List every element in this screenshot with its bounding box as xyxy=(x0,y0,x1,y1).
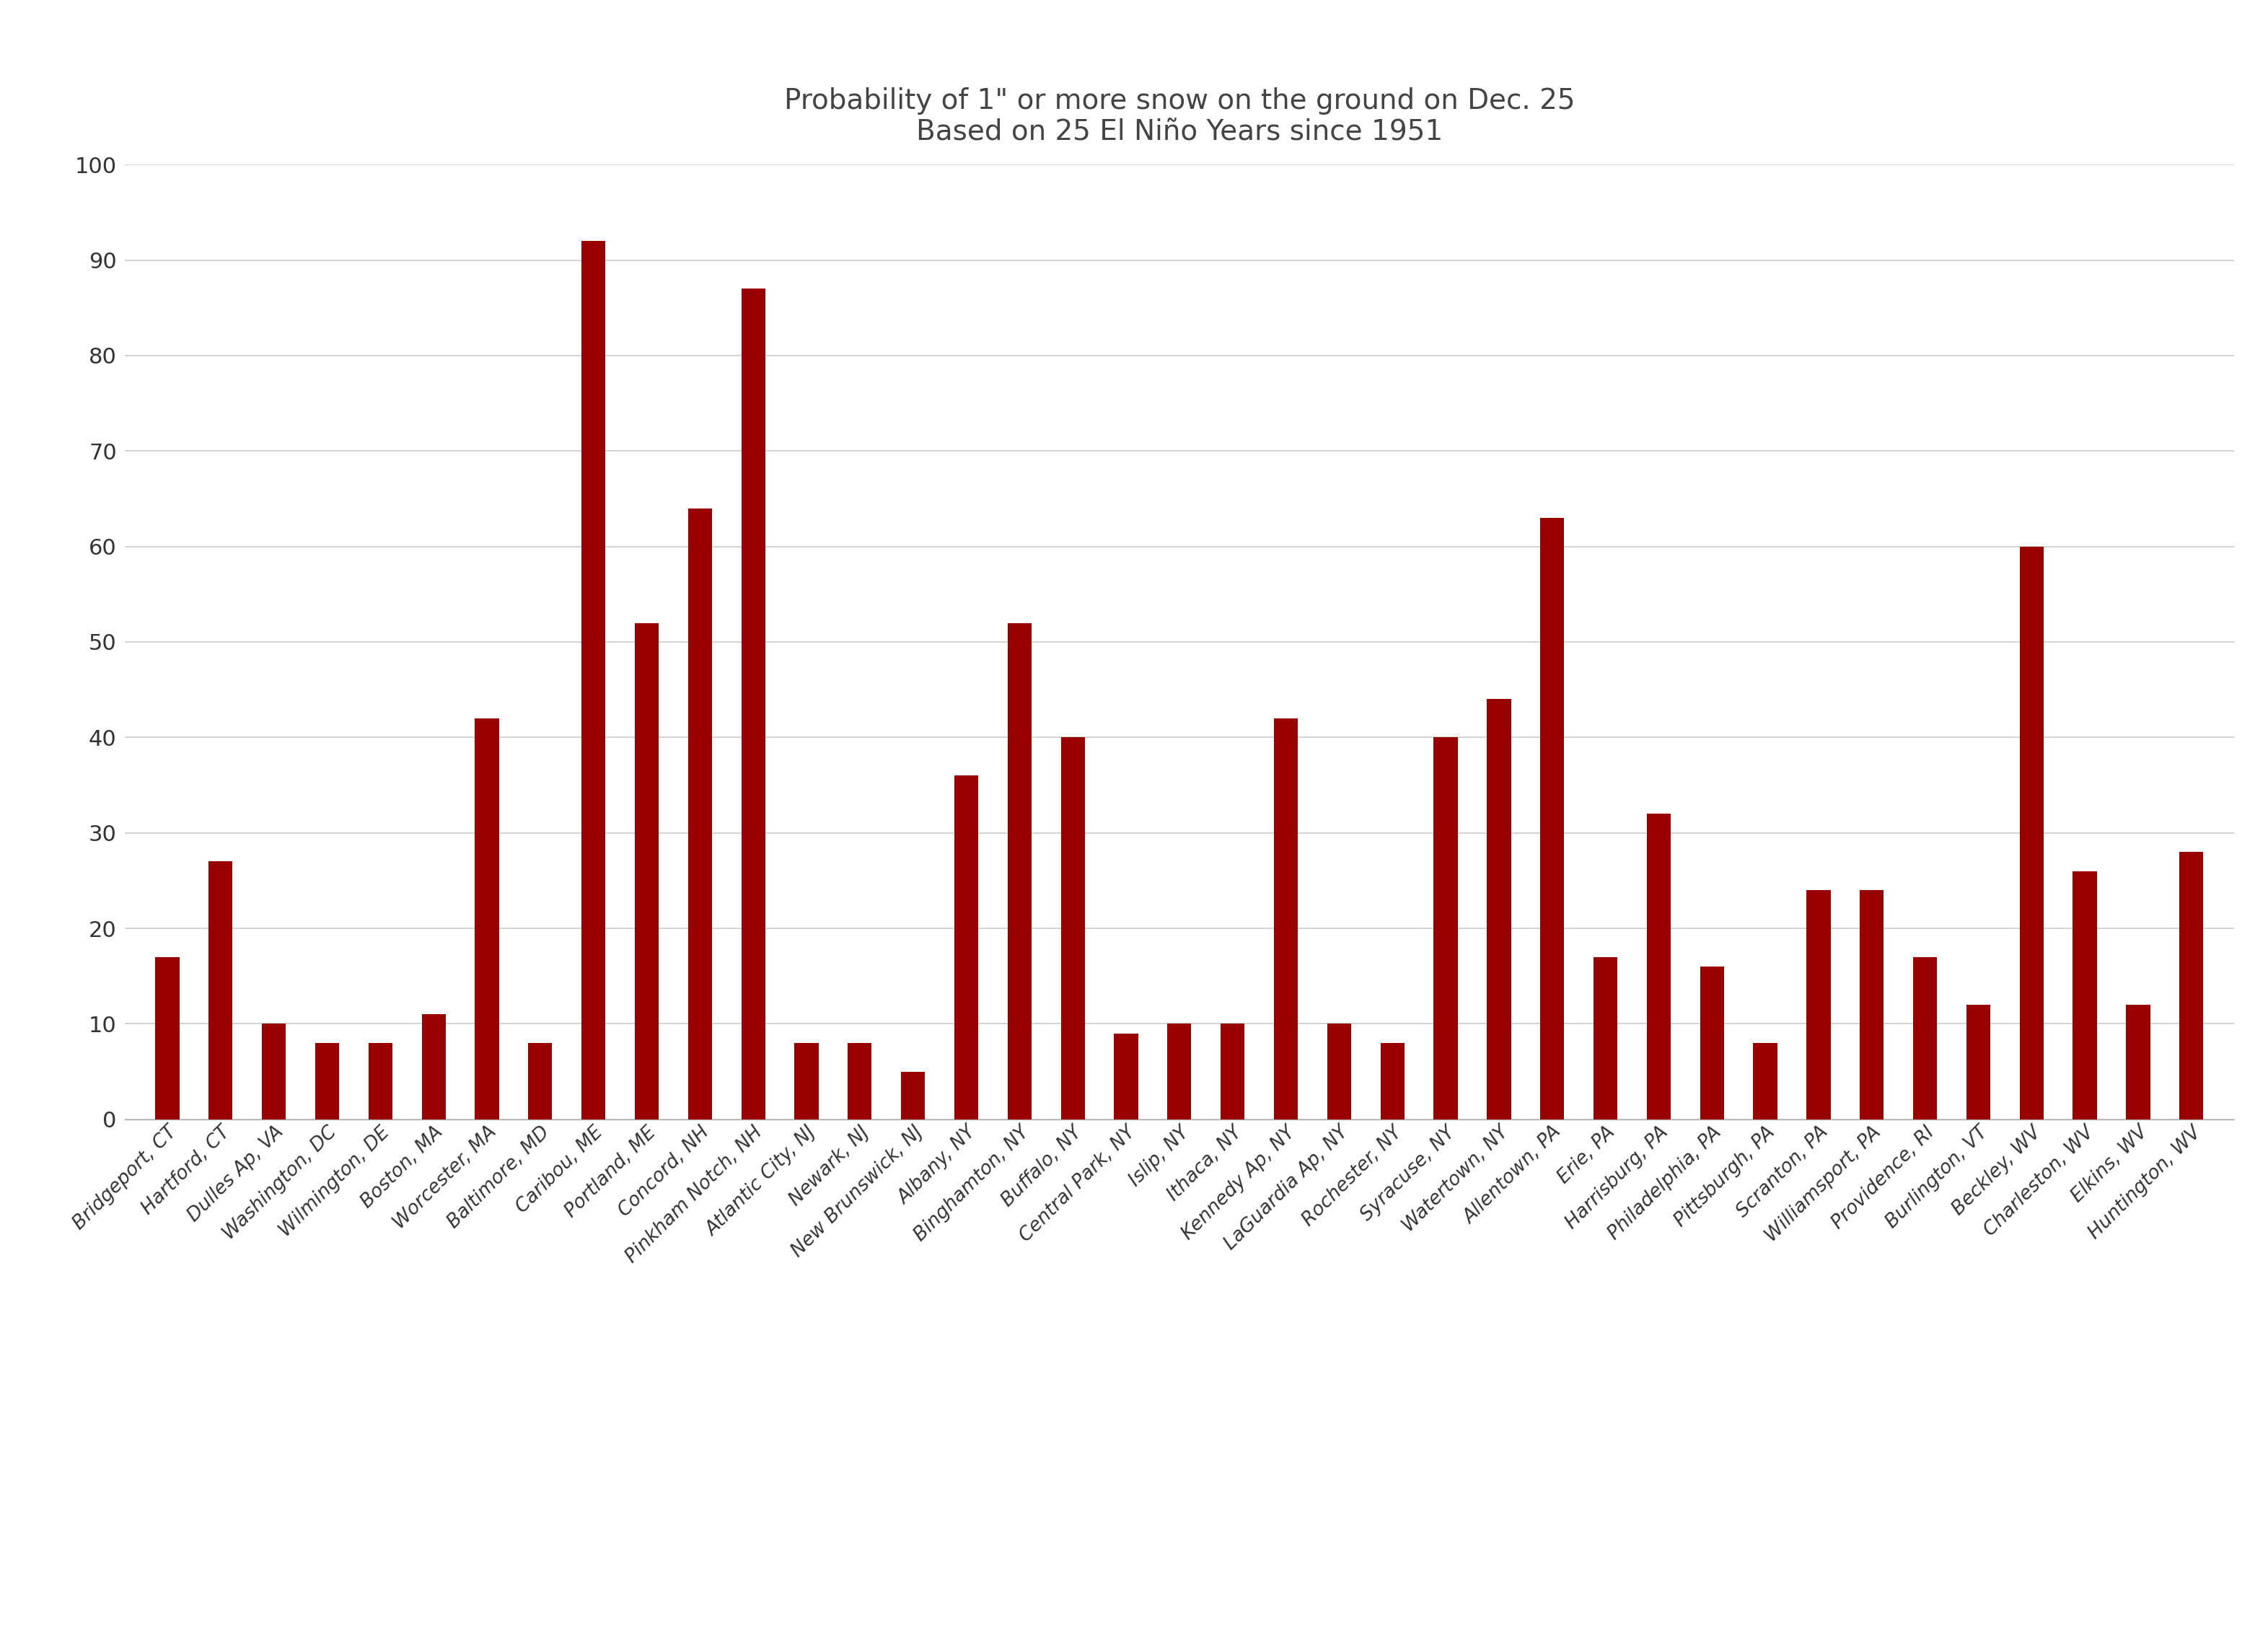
Title: Probability of 1" or more snow on the ground on Dec. 25
Based on 25 El Niño Year: Probability of 1" or more snow on the gr… xyxy=(785,87,1574,146)
Bar xyxy=(1275,718,1297,1119)
Bar xyxy=(1701,966,1724,1119)
Bar xyxy=(156,956,179,1119)
Bar xyxy=(1007,622,1032,1119)
Bar xyxy=(955,775,978,1119)
Bar xyxy=(1594,956,1617,1119)
Bar xyxy=(794,1044,819,1119)
Bar xyxy=(1540,518,1565,1119)
Bar xyxy=(315,1044,340,1119)
Bar xyxy=(742,288,764,1119)
Bar xyxy=(2125,1004,2150,1119)
Bar xyxy=(635,622,658,1119)
Bar xyxy=(1647,813,1672,1119)
Bar xyxy=(2073,871,2098,1119)
Bar xyxy=(1114,1034,1139,1119)
Bar xyxy=(1966,1004,1991,1119)
Bar xyxy=(367,1044,392,1119)
Bar xyxy=(1860,890,1885,1119)
Bar xyxy=(1061,737,1084,1119)
Bar xyxy=(2019,546,2043,1119)
Bar xyxy=(209,861,234,1119)
Bar xyxy=(1433,737,1458,1119)
Bar xyxy=(1327,1024,1352,1119)
Bar xyxy=(528,1044,551,1119)
Bar xyxy=(1488,700,1510,1119)
Bar xyxy=(687,509,712,1119)
Bar xyxy=(2180,853,2202,1119)
Bar xyxy=(1753,1044,1778,1119)
Bar xyxy=(422,1014,445,1119)
Bar xyxy=(1381,1044,1404,1119)
Bar xyxy=(848,1044,871,1119)
Bar xyxy=(1220,1024,1245,1119)
Bar xyxy=(1168,1024,1191,1119)
Bar xyxy=(1808,890,1830,1119)
Bar xyxy=(261,1024,286,1119)
Bar xyxy=(1914,956,1937,1119)
Bar xyxy=(581,240,606,1119)
Bar xyxy=(474,718,499,1119)
Bar xyxy=(900,1072,925,1119)
